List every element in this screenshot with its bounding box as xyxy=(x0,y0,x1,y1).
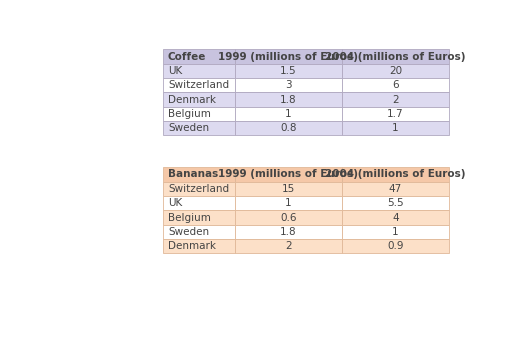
Bar xyxy=(342,239,449,253)
Text: 15: 15 xyxy=(282,184,295,194)
Bar xyxy=(234,107,342,121)
Text: 3: 3 xyxy=(285,80,291,90)
Text: 20: 20 xyxy=(389,66,402,76)
Text: 2004 (millions of Euros): 2004 (millions of Euros) xyxy=(325,169,465,179)
Text: 2: 2 xyxy=(392,95,399,105)
Bar xyxy=(234,225,342,239)
Text: Sweden: Sweden xyxy=(168,123,209,133)
Bar xyxy=(234,239,342,253)
Text: 1.5: 1.5 xyxy=(280,66,296,76)
Text: Switzerland: Switzerland xyxy=(168,80,229,90)
Bar xyxy=(163,121,234,136)
Bar xyxy=(234,64,342,78)
Text: 2004 (millions of Euros): 2004 (millions of Euros) xyxy=(325,51,465,61)
Text: Switzerland: Switzerland xyxy=(168,184,229,194)
Bar xyxy=(163,92,234,107)
Bar xyxy=(234,196,342,210)
Bar xyxy=(234,92,342,107)
Text: UK: UK xyxy=(168,66,182,76)
Bar xyxy=(163,182,234,196)
Text: 5.5: 5.5 xyxy=(387,198,403,208)
Bar xyxy=(342,107,449,121)
Text: 2: 2 xyxy=(285,241,291,251)
Text: 1: 1 xyxy=(285,109,291,119)
Text: 0.8: 0.8 xyxy=(280,123,296,133)
Bar xyxy=(234,167,342,182)
Text: 6: 6 xyxy=(392,80,399,90)
Bar xyxy=(342,196,449,210)
Bar xyxy=(342,225,449,239)
Bar xyxy=(342,121,449,136)
Text: Bananas: Bananas xyxy=(168,169,218,179)
Bar xyxy=(342,182,449,196)
Text: 4: 4 xyxy=(392,213,399,223)
Bar xyxy=(163,78,234,92)
Text: Belgium: Belgium xyxy=(168,213,211,223)
Text: 1.7: 1.7 xyxy=(387,109,403,119)
Text: Denmark: Denmark xyxy=(168,241,216,251)
Text: 1: 1 xyxy=(392,123,399,133)
Bar xyxy=(163,167,234,182)
Bar xyxy=(234,78,342,92)
Bar xyxy=(234,121,342,136)
Bar xyxy=(163,49,234,64)
Text: Coffee: Coffee xyxy=(168,51,206,61)
Text: Belgium: Belgium xyxy=(168,109,211,119)
Bar xyxy=(342,92,449,107)
Bar xyxy=(163,210,234,225)
Bar xyxy=(342,167,449,182)
Text: 0.9: 0.9 xyxy=(387,241,403,251)
Bar xyxy=(163,196,234,210)
Bar xyxy=(342,49,449,64)
Text: 1999 (millions of Euros): 1999 (millions of Euros) xyxy=(218,51,358,61)
Text: 0.6: 0.6 xyxy=(280,213,296,223)
Bar xyxy=(342,210,449,225)
Text: 1.8: 1.8 xyxy=(280,227,296,237)
Bar xyxy=(163,239,234,253)
Text: Sweden: Sweden xyxy=(168,227,209,237)
Bar xyxy=(234,182,342,196)
Bar xyxy=(234,210,342,225)
Text: UK: UK xyxy=(168,198,182,208)
Bar xyxy=(342,64,449,78)
Bar xyxy=(163,64,234,78)
Bar xyxy=(163,225,234,239)
Bar xyxy=(234,49,342,64)
Text: 47: 47 xyxy=(389,184,402,194)
Bar xyxy=(163,107,234,121)
Text: 1999 (millions of Euros): 1999 (millions of Euros) xyxy=(218,169,358,179)
Text: 1: 1 xyxy=(285,198,291,208)
Text: 1.8: 1.8 xyxy=(280,95,296,105)
Text: 1: 1 xyxy=(392,227,399,237)
Text: Denmark: Denmark xyxy=(168,95,216,105)
Bar xyxy=(342,78,449,92)
